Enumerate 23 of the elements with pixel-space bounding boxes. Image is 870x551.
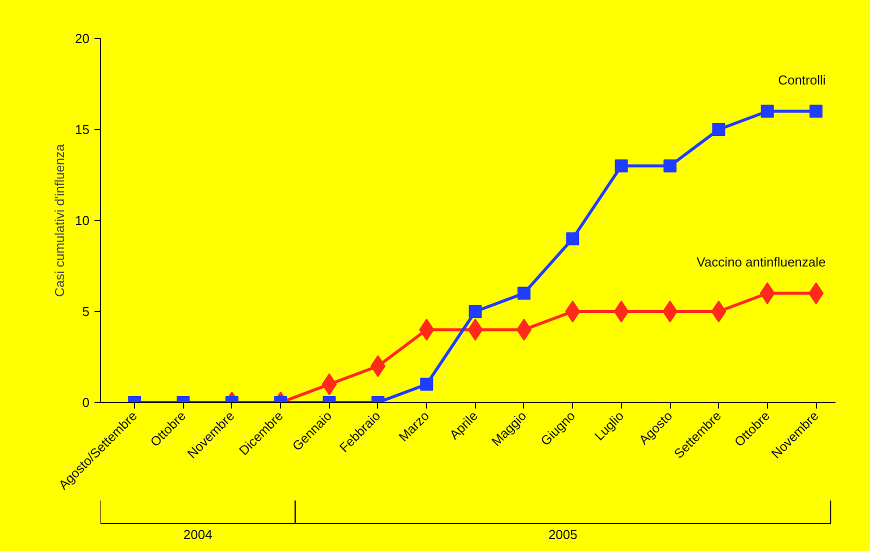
point (565, 300, 580, 322)
point (711, 300, 726, 322)
y-axis-title: Casi cumulativi d'influenza (52, 143, 68, 297)
series-label: Controlli (778, 72, 826, 88)
y-tick-label: 15 (75, 122, 90, 137)
y-tick-label: 20 (75, 31, 90, 46)
point (664, 159, 677, 172)
point (566, 232, 580, 246)
point (662, 300, 678, 322)
series-label: Vaccino antinfluenzale (696, 254, 826, 270)
y-tick-label: 0 (82, 395, 90, 410)
point (760, 104, 774, 118)
text: 2004 (183, 527, 212, 542)
point (468, 305, 482, 318)
y-tick-label: 5 (82, 304, 90, 319)
y-tick-label: 10 (75, 213, 90, 228)
point (517, 286, 530, 300)
point (614, 159, 628, 172)
point (810, 104, 823, 118)
text: 2005 (548, 527, 578, 542)
point (712, 123, 726, 136)
point (614, 300, 629, 322)
point (420, 378, 434, 391)
